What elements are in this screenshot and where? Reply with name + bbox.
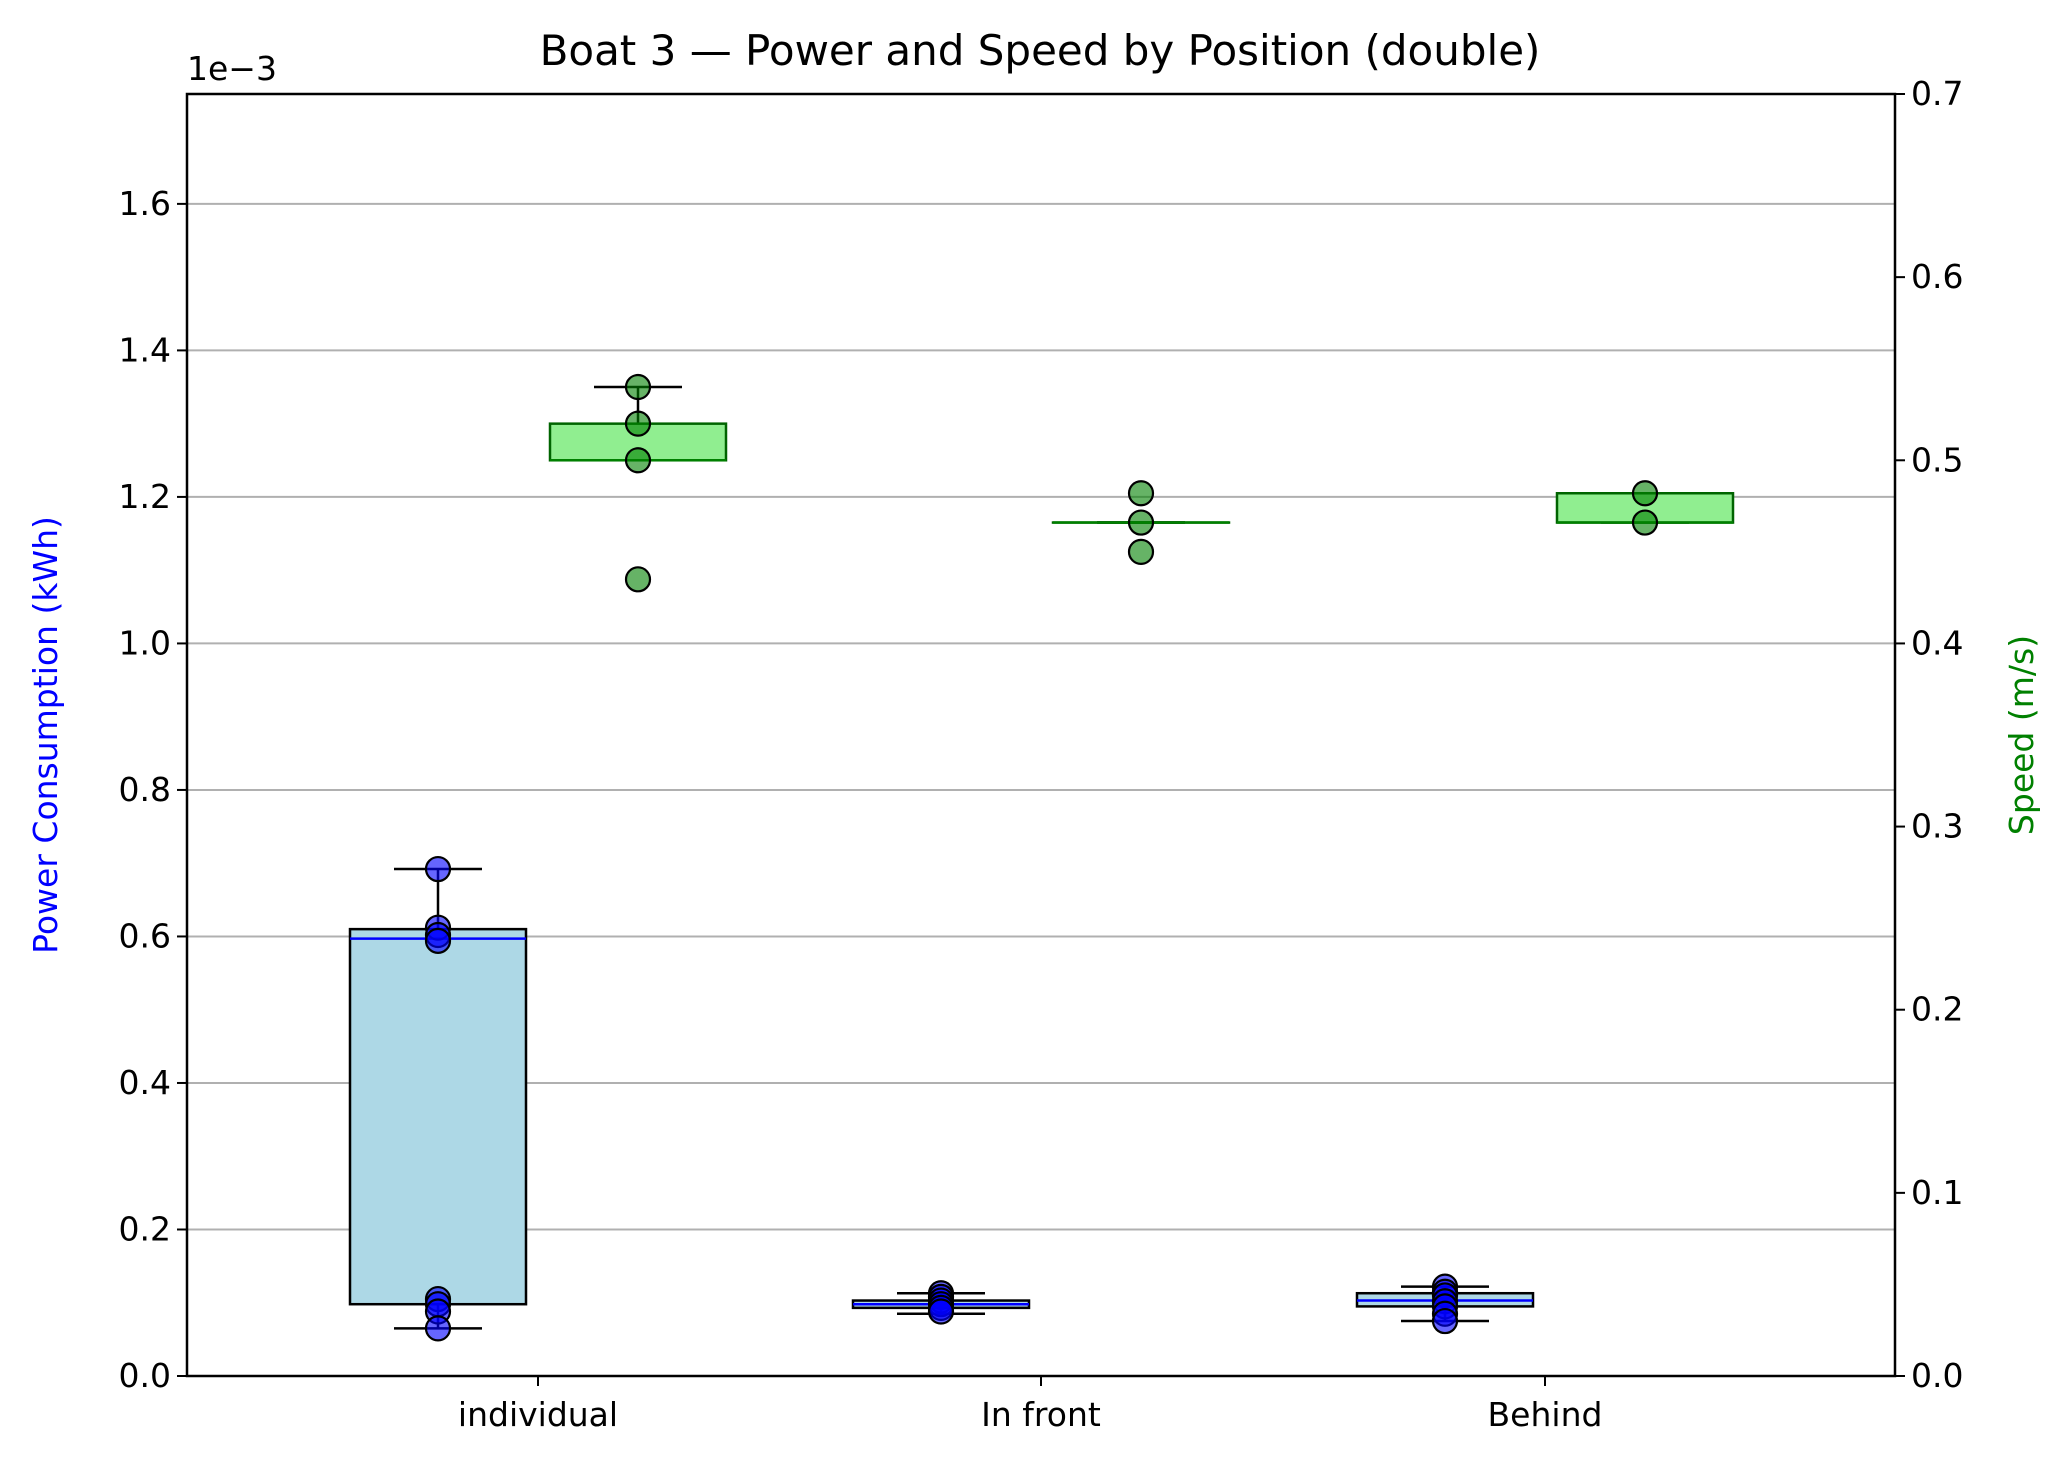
left-tick-label: 1.0	[119, 623, 171, 662]
x-tick-label: In front	[981, 1395, 1101, 1434]
data-point	[424, 1315, 452, 1342]
power-series	[348, 855, 1535, 1342]
data-point	[624, 447, 652, 474]
left-axis-offset-text: 1e−3	[187, 49, 277, 88]
box-group-speed	[1051, 480, 1231, 565]
right-tick-label: 0.7	[1911, 74, 1963, 113]
data-point	[624, 566, 652, 593]
right-tick-label: 0.0	[1911, 1356, 1963, 1395]
left-tick-label: 1.2	[119, 477, 171, 516]
data-point	[624, 373, 652, 401]
speed-series	[548, 373, 1735, 593]
left-tick-label: 0.4	[119, 1063, 171, 1102]
data-point	[1631, 480, 1659, 507]
right-tick-label: 0.3	[1911, 807, 1963, 846]
left-tick-label: 0.0	[119, 1356, 171, 1395]
data-point	[1431, 1307, 1459, 1335]
left-tick-label: 0.8	[119, 770, 171, 809]
data-point	[1127, 538, 1155, 565]
left-tick-label: 1.4	[119, 330, 171, 369]
right-tick-label: 0.6	[1911, 257, 1963, 296]
data-point	[424, 927, 452, 954]
chart-title: Boat 3 — Power and Speed by Position (do…	[540, 26, 1541, 75]
x-tick-label: individual	[458, 1395, 618, 1434]
left-tick-label: 0.2	[119, 1209, 171, 1248]
right-tick-label: 0.2	[1911, 990, 1963, 1029]
right-tick-label: 0.1	[1911, 1173, 1963, 1212]
right-tick-label: 0.4	[1911, 623, 1963, 662]
right-tick-label: 0.5	[1911, 440, 1963, 479]
box	[348, 927, 528, 1306]
data-point	[624, 410, 652, 437]
left-tick-label: 1.6	[119, 184, 171, 223]
data-point	[1127, 509, 1155, 536]
x-tick-label: Behind	[1488, 1395, 1603, 1434]
box-group-power-consumption	[1355, 1273, 1535, 1335]
data-point	[1127, 480, 1155, 507]
box-group-speed	[548, 373, 728, 593]
data-point	[1631, 509, 1659, 536]
left-axis-label: Power Consumption (kWh)	[26, 516, 65, 954]
data-point	[927, 1298, 955, 1325]
axis-ticks: 0.0 0.2 0.4 0.6 0.8 1.0 1.2 1.4 1.6 0.0 0.1 0.2 0.3 0…	[119, 74, 1964, 1434]
box-group-speed	[1555, 480, 1735, 536]
left-tick-label: 0.6	[119, 916, 171, 955]
data-point	[424, 855, 452, 883]
right-axis-label: Speed (m/s)	[2002, 635, 2041, 835]
box-group-power-consumption	[348, 855, 528, 1342]
box-group-power-consumption	[851, 1280, 1031, 1325]
